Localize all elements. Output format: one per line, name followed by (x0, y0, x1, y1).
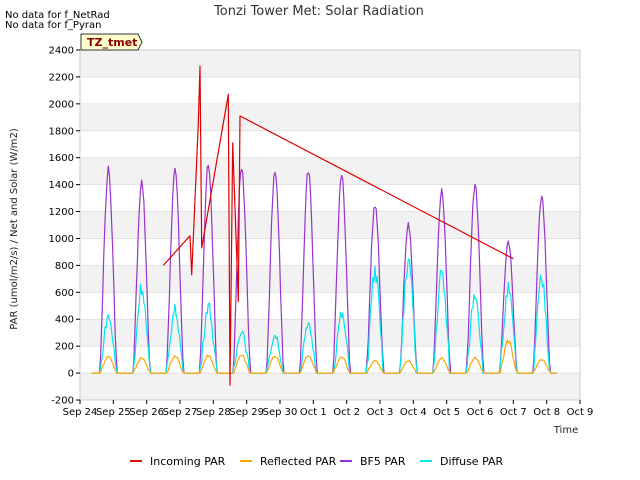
y-axis-label: PAR (umol/m2/s) / Net and Solar (W/m2) (9, 128, 20, 330)
grid-band (80, 373, 580, 400)
grid-band (80, 319, 580, 347)
y-tick-label: 1800 (49, 126, 74, 137)
no-data-note-pyran: No data for f_Pyran (5, 20, 101, 31)
x-tick-label: Oct 8 (533, 407, 560, 418)
no-data-note-netrad: No data for f_NetRad (5, 10, 110, 21)
y-tick-label: 2400 (49, 46, 74, 57)
y-tick-label: 0 (68, 369, 74, 380)
x-tick-label: Oct 3 (367, 407, 394, 418)
station-badge: TZ_tmet (80, 33, 143, 51)
grid-band (80, 265, 580, 293)
y-tick-label: 1000 (49, 234, 74, 245)
plot-area-frame (79, 49, 581, 401)
y-tick-label: 1600 (49, 153, 74, 164)
y-tick-label: 800 (55, 261, 74, 272)
grid-band (80, 103, 580, 131)
y-tick-label: -200 (51, 396, 74, 407)
y-tick-label: 200 (55, 342, 74, 353)
series-layer (91, 65, 557, 386)
y-tick-label: 600 (55, 288, 74, 299)
x-tick-label: Oct 6 (467, 407, 494, 418)
x-tick-label: Oct 2 (333, 407, 360, 418)
y-tick-label: 2200 (49, 72, 74, 83)
x-tick-label: Oct 4 (400, 407, 427, 418)
x-tick-label: Sep 29 (229, 407, 264, 418)
series-line-incoming-par (162, 65, 514, 386)
badge-shape (80, 33, 143, 51)
x-axis-label: Time (553, 425, 578, 436)
badge-label: TZ_tmet (87, 36, 137, 49)
legend-label: Reflected PAR (260, 455, 337, 468)
legend-label: Diffuse PAR (440, 455, 504, 468)
y-tick-label: 1200 (49, 207, 74, 218)
y-tick-label: 1400 (49, 180, 74, 191)
x-tick-label: Sep 25 (96, 407, 131, 418)
x-tick-label: Oct 1 (300, 407, 327, 418)
y-tick-label: 2000 (49, 99, 74, 110)
x-tick-label: Oct 7 (500, 407, 527, 418)
x-tick-label: Sep 24 (63, 407, 98, 418)
x-tick-label: Oct 9 (567, 407, 594, 418)
x-tick-label: Sep 27 (163, 407, 198, 418)
legend: Incoming PAR Reflected PAR BF5 PAR Diffuse … (130, 455, 504, 468)
x-tick-label: Sep 26 (129, 407, 164, 418)
legend-label: Incoming PAR (150, 455, 226, 468)
grid-band (80, 50, 580, 77)
series-line-reflected-par (91, 339, 557, 374)
x-tick-label: Sep 30 (263, 407, 298, 418)
legend-label: BF5 PAR (360, 455, 406, 468)
y-axis-ticks: -200 0 200 400 600 800 1000 1200 1400 1600 1800 200… (49, 46, 80, 407)
y-tick-label: 400 (55, 315, 74, 326)
x-tick-label: Oct 5 (433, 407, 460, 418)
chart-title: Tonzi Tower Met: Solar Radiation (213, 4, 424, 19)
grid-band (80, 157, 580, 185)
x-tick-label: Sep 28 (196, 407, 231, 418)
grid-band (80, 211, 580, 239)
